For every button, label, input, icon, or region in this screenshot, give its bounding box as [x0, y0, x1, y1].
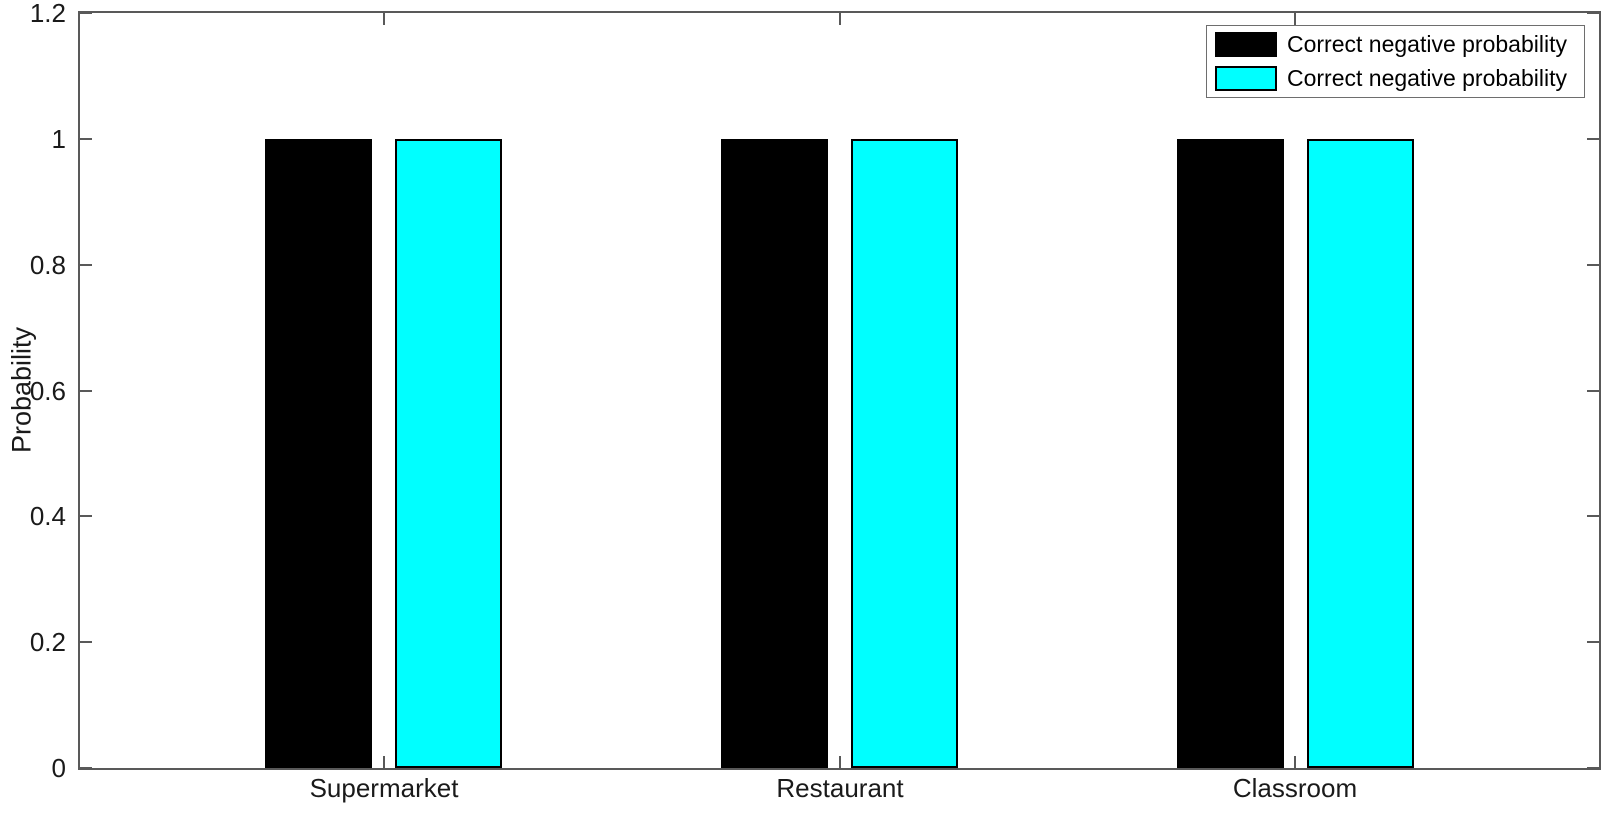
x-tick-bottom — [383, 756, 385, 768]
legend-entry: Correct negative probability — [1215, 31, 1576, 58]
x-category-label: Supermarket — [309, 773, 459, 803]
y-tick-left — [80, 390, 92, 392]
y-tick-left — [80, 264, 92, 266]
y-tick-label: 0.8 — [29, 250, 66, 280]
y-tick-left — [80, 138, 92, 140]
legend-swatch-icon — [1215, 32, 1277, 57]
y-tick-right — [1587, 641, 1599, 643]
bar-series1-classroom — [1177, 139, 1284, 768]
y-tick-left — [80, 12, 92, 14]
y-tick-label: 1 — [51, 124, 66, 154]
x-category-label: Restaurant — [776, 773, 904, 803]
y-tick-label: 0.6 — [29, 376, 66, 406]
bar-series2-classroom — [1307, 139, 1414, 768]
y-tick-right — [1587, 767, 1599, 769]
legend: Correct negative probability Correct nega… — [1206, 25, 1585, 98]
y-tick-right — [1587, 515, 1599, 517]
y-tick-label: 0 — [51, 753, 66, 783]
y-tick-right — [1587, 138, 1599, 140]
y-tick-label: 0.4 — [29, 501, 66, 531]
x-tick-top — [839, 13, 841, 25]
y-tick-left — [80, 641, 92, 643]
bar-series2-restaurant — [851, 139, 958, 768]
x-tick-bottom — [839, 756, 841, 768]
y-tick-label: 1.2 — [29, 0, 66, 28]
legend-entry-label: Correct negative probability — [1287, 31, 1567, 57]
y-tick-left — [80, 515, 92, 517]
x-tick-top — [1294, 13, 1296, 25]
plot-area — [78, 11, 1601, 770]
y-tick-right — [1587, 390, 1599, 392]
y-tick-label: 0.2 — [29, 627, 66, 657]
y-tick-right — [1587, 264, 1599, 266]
x-tick-top — [383, 13, 385, 25]
bar-series2-supermarket — [395, 139, 502, 768]
bar-series1-supermarket — [265, 139, 372, 768]
x-tick-bottom — [1294, 756, 1296, 768]
x-category-label: Classroom — [1232, 773, 1358, 803]
y-tick-right — [1587, 12, 1599, 14]
bar-series1-restaurant — [721, 139, 828, 768]
legend-swatch-icon — [1215, 66, 1277, 91]
legend-entry-label: Correct negative probability — [1287, 65, 1567, 91]
y-tick-left — [80, 767, 92, 769]
legend-entry: Correct negative probability — [1215, 65, 1576, 92]
